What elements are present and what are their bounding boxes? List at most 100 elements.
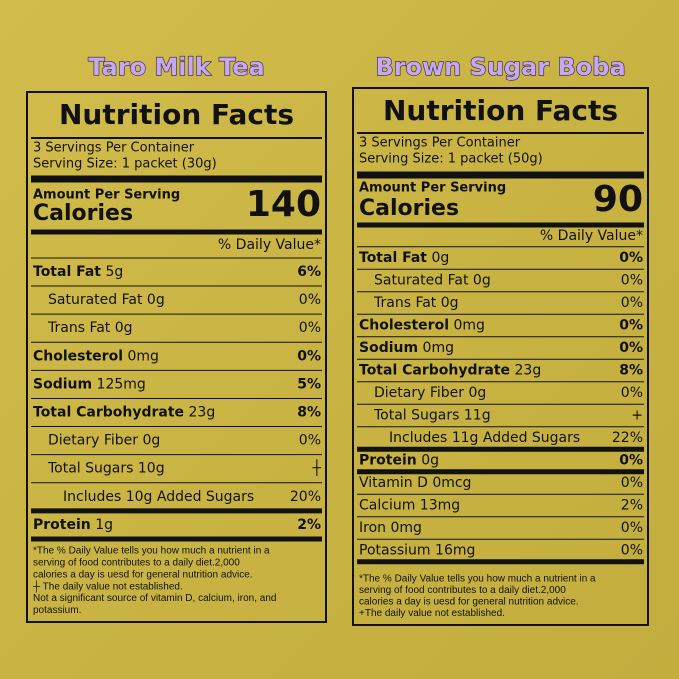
nutrient-amount: 23g [515,363,542,379]
nutrient-row: Saturated Fat 0g [374,273,491,289]
nutrient-name: Calcium [359,498,415,514]
nutrient-name: Total Fat [33,264,101,280]
nutrient-name: Total Carbohydrate [33,405,184,421]
daily-value: 20% [290,489,321,505]
nutrient-amount: 16mg [435,543,475,559]
nutrient-name: Saturated Fat [48,292,143,308]
nutrient-name: Vitamin D [359,475,428,491]
nutrient-row: Trans Fat 0g [373,295,459,311]
nutrient-amount: 10g [138,461,165,477]
calories-label: Calories [359,196,459,221]
nutrient-name: Sodium [33,376,92,392]
nutrient-amount: 0mg [127,348,158,364]
nutrient-row: Total Carbohydrate 23g [359,363,541,379]
footnote: serving of food contributes to a daily d… [359,585,566,596]
daily-value: 0% [621,385,643,401]
footnote: +The daily value not established. [359,608,505,619]
nutrient-amount: 1g [95,517,113,533]
nutrient-amount: 11g [464,408,491,424]
nutrient-amount: 0g [468,385,486,401]
daily-value: 5% [297,376,321,392]
nutrient-row: Total Fat 0g [359,250,449,266]
nutrient-name: Sodium [359,340,418,356]
nutrient-row: Total Carbohydrate 23g [33,405,215,421]
product-title: Brown Sugar Boba [375,53,625,81]
daily-value: 0% [621,543,643,559]
daily-value: 2% [621,498,643,514]
nutrient-name: Dietary Fiber [374,385,464,401]
nutrient-name: Dietary Fiber [48,433,138,449]
footnote: potassium. [33,605,81,616]
nutrient-amount: 13mg [420,498,460,514]
footnote: *The % Daily Value tells you how much a … [33,546,270,557]
nutrient-row: Cholesterol 0mg [33,348,159,364]
label-border [26,91,327,623]
nutrient-name: Total Sugars [47,461,133,477]
nutrient-name: Total Fat [359,250,427,266]
nutrient-name: Potassium [359,543,431,559]
footnote: calories a day is uesd for general nutri… [359,597,579,608]
nutrient-row: Sodium 0mg [359,340,454,356]
heading: Nutrition Facts [59,98,294,131]
serving-size: Serving Size: 1 packet (30g) [33,157,217,172]
nutrient-name: Includes 11g Added Sugars [389,430,580,446]
nutrient-row: Includes 11g Added Sugars [389,430,580,446]
daily-value: 0% [621,520,643,536]
nutrient-name: Saturated Fat [374,273,469,289]
nutrient-row: Trans Fat 0g [47,320,133,336]
daily-value: 8% [619,363,643,379]
daily-value: 2% [297,517,321,533]
servings: 3 Servings Per Container [359,136,521,151]
heading: Nutrition Facts [383,94,618,127]
nutrition-label: Brown Sugar Boba Nutrition Facts 3 Serving… [352,52,649,626]
nutrient-row: Total Sugars 11g [373,408,491,424]
nutrient-amount: 125mg [97,376,146,392]
dv-header: % Daily Value* [540,228,643,244]
nutrient-name: Total Carbohydrate [359,363,510,379]
nutrient-amount: 5g [105,264,123,280]
nutrient-row: Total Sugars 10g [47,461,165,477]
calories-value: 90 [593,179,643,220]
footnote: ┼ The daily value not established. [32,579,183,593]
nutrient-row: Calcium 13mg [359,498,460,514]
daily-value: 0% [619,453,643,469]
nutrient-name: Protein [33,517,91,533]
nutrient-row: Protein 0g [359,453,439,469]
nutrient-amount: 0g [441,295,459,311]
nutrient-row: Potassium 16mg [359,543,475,559]
product-title: Taro Milk Tea [88,53,264,81]
nutrition-label: Taro Milk Tea Nutrition Facts 3 Servings P… [26,52,327,623]
footnote: Not a significant source of vitamin D, c… [33,593,276,604]
daily-value: 0% [299,320,321,336]
serving-size: Serving Size: 1 packet (50g) [359,152,543,167]
nutrient-row: Cholesterol 0mg [359,318,485,334]
nutrient-name: Iron [359,520,386,536]
amount-per-serving: Amount Per Serving [33,188,180,203]
nutrient-name: Cholesterol [359,318,449,334]
nutrient-amount: 23g [189,405,216,421]
nutrient-row: Includes 10g Added Sugars [63,489,254,505]
nutrient-row: Total Fat 5g [33,264,123,280]
nutrient-row: Saturated Fat 0g [48,292,165,308]
nutrient-amount: 0mg [453,318,484,334]
nutrient-name: Protein [359,453,417,469]
nutrient-amount: 0mcg [432,475,471,491]
dv-header: % Daily Value* [218,237,321,253]
daily-value: 0% [297,348,321,364]
nutrient-amount: 0g [421,453,439,469]
nutrient-row: Protein 1g [33,517,113,533]
nutrient-name: Trans Fat [47,320,111,336]
daily-value: 0% [621,273,643,289]
nutrient-amount: 0mg [390,520,421,536]
daily-value: 0% [619,318,643,334]
nutrient-amount: 0mg [423,340,454,356]
daily-value: 0% [619,340,643,356]
nutrient-name: Includes 10g Added Sugars [63,489,254,505]
nutrient-amount: 0g [142,433,160,449]
nutrient-row: Sodium 125mg [33,376,146,392]
nutrient-row: Iron 0mg [359,520,422,536]
nutrient-name: Total Sugars [373,408,459,424]
daily-value: 0% [299,433,321,449]
